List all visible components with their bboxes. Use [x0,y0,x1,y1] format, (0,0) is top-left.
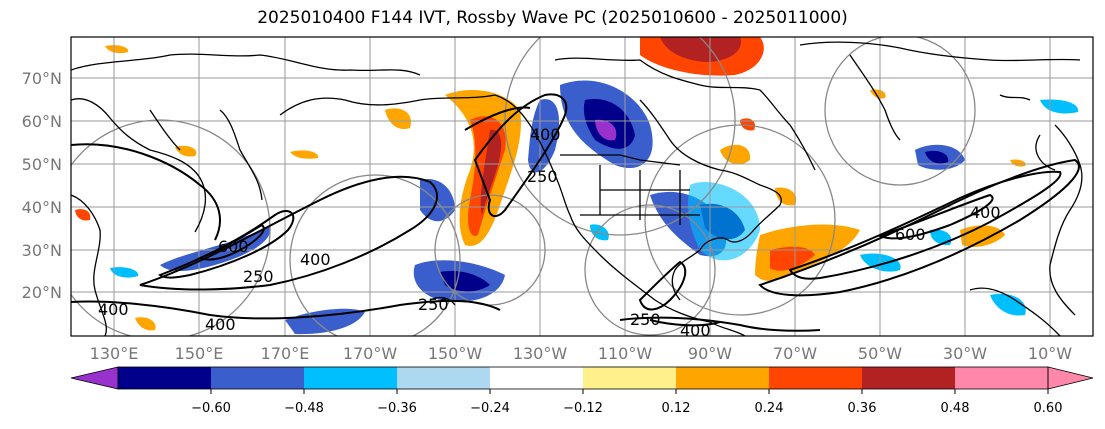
colorbar-tick-label: 0.48 [941,401,970,416]
lat-label: 20°N [22,283,62,302]
colorbar-segment [955,367,1049,389]
colorbar-segment [304,367,398,389]
lon-label: 130°W [513,344,568,363]
colorbar-tick-label: 0.12 [662,401,691,416]
map-panel: 600 400 250 400 250 250 400 250 400 400 … [71,37,1093,340]
contour-labels: 600 400 250 400 250 250 400 250 400 400 … [98,125,1001,340]
contour-label: 250 [418,295,449,314]
colorbar-ticks: −0.60 −0.48 −0.36 −0.24 −0.12 0.12 0.24 0.36 0.4… [191,389,1062,416]
colorbar-segment [676,367,770,389]
ivt-contours [71,93,1080,332]
lon-label: 130°E [90,344,139,363]
colorbar-tick-label: −0.48 [284,401,324,416]
lon-label: 70°W [773,344,817,363]
coastlines [71,41,1083,336]
contour-label: 400 [98,300,129,319]
map-title: 2025010400 F144 IVT, Rossby Wave PC (202… [257,8,848,28]
lon-label: 50°W [858,344,902,363]
lat-label: 30°N [22,241,62,260]
colorbar-segment [118,367,212,389]
lon-label: 30°W [943,344,987,363]
contour-label: 400 [970,203,1001,222]
lon-label: 150°W [428,344,483,363]
colorbar-segment [490,367,584,389]
map-gridlines [71,37,1093,336]
colorbar-extend-high [1047,366,1094,390]
contour-label: 600 [218,237,249,256]
colorbar-extend-low [70,366,119,390]
colorbar-tick-label: −0.24 [470,401,510,416]
lat-label: 40°N [22,198,62,217]
colorbar-segment [397,367,491,389]
lon-label: 90°W [688,344,732,363]
lon-label: 10°W [1028,344,1072,363]
contour-label: 250 [527,167,558,186]
contour-label: 400 [300,250,331,269]
lon-label: 170°E [261,344,310,363]
lat-label: 50°N [22,155,62,174]
colorbar-tick-label: −0.12 [563,401,603,416]
lon-label: 150°E [175,344,224,363]
colorbar-tick-label: 0.36 [848,401,877,416]
contour-label: 600 [895,225,926,244]
longitude-labels: 130°E 150°E 170°E 170°W 150°W 130°W 110°… [90,344,1073,363]
lon-label: 170°W [343,344,398,363]
colorbar-tick-label: 0.24 [755,401,784,416]
colorbar-segment [769,367,863,389]
colorbar-segment [583,367,677,389]
contour-label: 250 [630,310,661,329]
colorbar-tick-label: −0.36 [377,401,417,416]
contour-label: 400 [680,321,711,340]
contour-label: 400 [530,125,561,144]
contour-label: 250 [243,267,274,286]
colorbar-segment [211,367,305,389]
contour-label: 400 [205,315,236,334]
colorbar-tick-label: −0.60 [191,401,231,416]
lon-label: 110°W [598,344,653,363]
colorbar-segment [862,367,956,389]
latitude-labels: 70°N 60°N 50°N 40°N 30°N 20°N [22,69,62,302]
lat-label: 60°N [22,112,62,131]
colorbar [70,366,1094,390]
map-frame [70,36,1094,337]
lat-label: 70°N [22,69,62,88]
colorbar-tick-label: 0.60 [1034,401,1063,416]
